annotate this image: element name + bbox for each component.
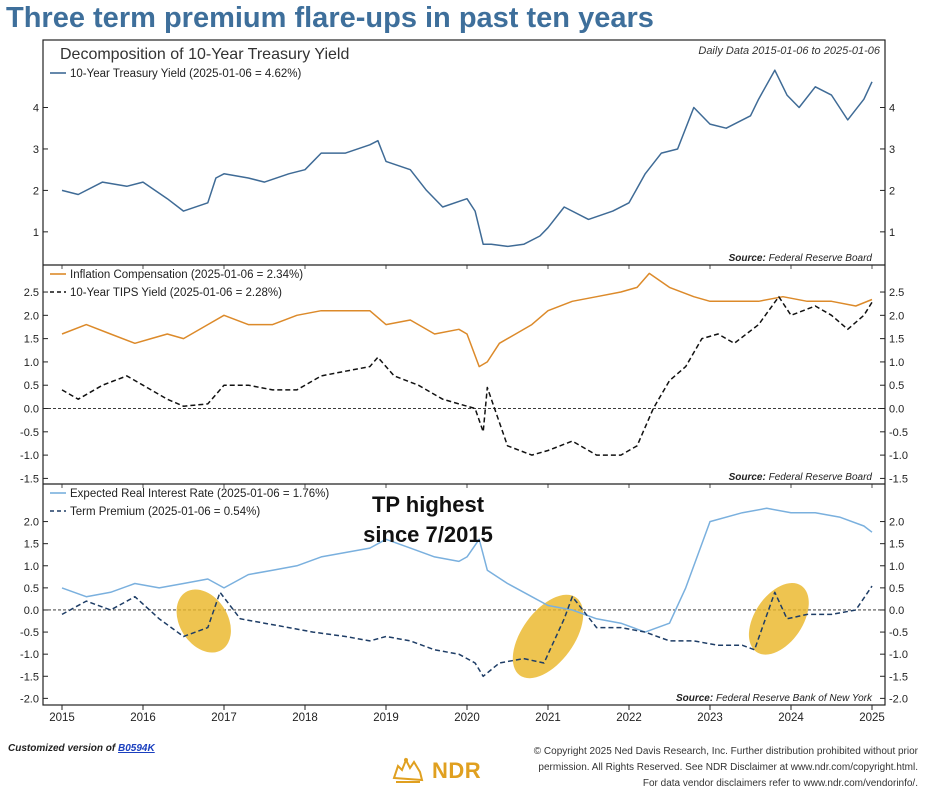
y-tick-label-right: 2.5 [889,287,904,299]
term-premium-flare-highlight [512,594,584,679]
y-tick-label-right: 1 [889,227,895,239]
series-line-middle-0 [61,272,873,368]
copyright-notice: © Copyright 2025 Ned Davis Research, Inc… [498,744,918,792]
source-note: Source: Federal Reserve Bank of New York [676,693,873,704]
y-tick-label-left: -1.5 [20,671,39,683]
term-premium-flare-highlight [748,583,809,655]
headline: Three term premium flare-ups in past ten… [6,2,654,34]
y-tick-label-left: -1.0 [20,649,39,661]
y-tick-label-right: 1.0 [889,561,904,573]
y-tick-label-left: 0.0 [24,404,39,416]
legend-label: Inflation Compensation (2025-01-06 = 2.3… [70,269,303,281]
y-tick-label-left: -1.5 [20,473,39,485]
term-premium-flare-highlight [176,589,231,653]
y-tick-label-right: 0.0 [889,605,904,617]
y-tick-label-right: -0.5 [889,427,908,439]
source-note: Source: Federal Reserve Board [729,472,873,483]
x-tick-label: 2017 [211,712,237,724]
y-tick-label-left: 2.0 [24,310,39,322]
y-tick-label-right: -1.0 [889,450,908,462]
legend-label: 10-Year Treasury Yield (2025-01-06 = 4.6… [70,68,301,80]
annotation-line: since 7/2015 [363,522,493,547]
y-tick-label-left: 2.5 [24,287,39,299]
series-line-bottom-1 [61,585,873,678]
y-tick-label-left: 2.0 [24,517,39,529]
date-range-label: Daily Data 2015-01-06 to 2025-01-06 [698,45,881,57]
x-tick-label: 2024 [778,712,804,724]
series-line-middle-1 [61,295,873,456]
y-tick-label-right: -0.5 [889,627,908,639]
customized-prefix: Customized version of [8,743,119,754]
y-tick-label-left: 3 [33,144,39,156]
source-label: Source: [676,693,716,704]
y-tick-label-right: 2.0 [889,517,904,529]
source-note: Source: Federal Reserve Board [729,253,873,264]
y-tick-label-left: 1.5 [24,334,39,346]
y-tick-label-left: 0.0 [24,605,39,617]
copyright-line-2: permission. All Rights Reserved. See NDR… [538,762,918,773]
x-tick-label: 2019 [373,712,399,724]
decomposition-chart: Decomposition of 10-Year Treasury Yield D… [20,39,908,724]
y-tick-label-right: 3 [889,144,895,156]
source-label: Source: [729,253,769,264]
y-tick-label-right: -2.0 [889,693,908,705]
y-tick-label-left: 1.0 [24,561,39,573]
y-tick-label-left: 4 [33,103,39,115]
x-tick-label: 2025 [859,712,885,724]
y-tick-label-right: 1.5 [889,539,904,551]
y-tick-label-right: 2 [889,185,895,197]
series-line-top-0 [61,69,873,248]
y-tick-label-left: 1.0 [24,357,39,369]
x-tick-label: 2022 [616,712,642,724]
y-tick-label-left: -1.0 [20,450,39,462]
legend-label: 10-Year TIPS Yield (2025-01-06 = 2.28%) [70,287,282,299]
x-tick-label: 2023 [697,712,723,724]
ndr-logo: NDR [390,752,490,788]
series-line-bottom-0 [61,507,873,633]
legend-label: Term Premium (2025-01-06 = 0.54%) [70,506,260,518]
chart-frame [42,39,886,706]
annotation-line: TP highest [372,492,485,517]
customized-version-note: Customized version of B0594K [8,743,155,754]
logo-wordmark: NDR [432,758,482,783]
y-tick-label-right: -1.5 [889,473,908,485]
x-tick-label: 2018 [292,712,318,724]
x-tick-label: 2015 [49,712,75,724]
x-tick-label: 2021 [535,712,561,724]
copyright-line-1: © Copyright 2025 Ned Davis Research, Inc… [533,746,918,757]
y-tick-label-left: 1.5 [24,539,39,551]
x-tick-label: 2020 [454,712,480,724]
y-tick-label-right: 0.5 [889,380,904,392]
y-tick-label-right: 0.5 [889,583,904,595]
bull-bear-icon [392,757,424,783]
y-tick-label-left: 0.5 [24,380,39,392]
y-tick-label-left: 0.5 [24,583,39,595]
y-tick-label-left: 1 [33,227,39,239]
y-tick-label-left: 2 [33,185,39,197]
chart-title: Decomposition of 10-Year Treasury Yield [60,46,349,63]
legend-label: Expected Real Interest Rate (2025-01-06 … [70,488,329,500]
y-tick-label-right: 2.0 [889,310,904,322]
y-tick-label-left: -2.0 [20,693,39,705]
chart-code-link[interactable]: B0594K [118,743,155,754]
x-tick-label: 2016 [130,712,156,724]
y-tick-label-right: 0.0 [889,404,904,416]
y-tick-label-right: 1.0 [889,357,904,369]
y-tick-label-left: -0.5 [20,427,39,439]
y-tick-label-left: -0.5 [20,627,39,639]
copyright-line-3: For data vendor disclaimers refer to www… [642,778,918,789]
source-value: Federal Reserve Bank of New York [716,693,873,704]
source-value: Federal Reserve Board [769,472,873,483]
y-tick-label-right: -1.0 [889,649,908,661]
source-label: Source: [729,472,769,483]
source-value: Federal Reserve Board [769,253,873,264]
y-tick-label-right: -1.5 [889,671,908,683]
y-tick-label-right: 4 [889,103,895,115]
y-tick-label-right: 1.5 [889,334,904,346]
